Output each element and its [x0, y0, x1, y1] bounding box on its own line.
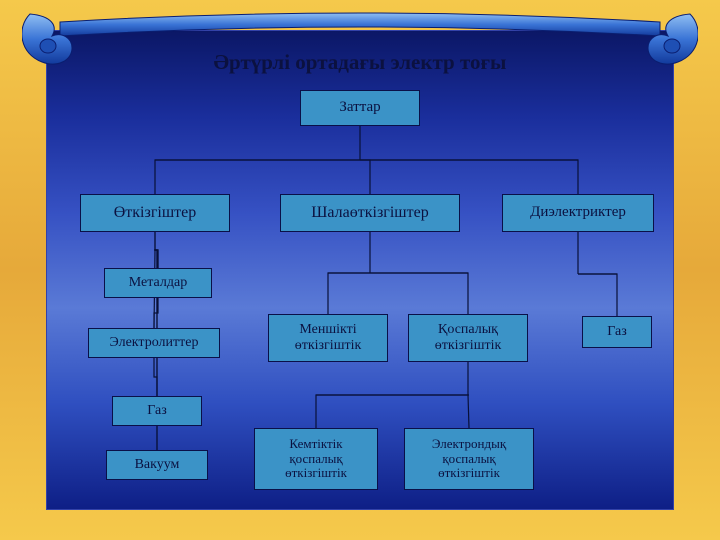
node-conductors: Өткізгіштер — [80, 194, 230, 232]
node-defect_impurity: Кемтіктік қоспалық өткізгіштік — [254, 428, 378, 490]
node-vacuum: Вакуум — [106, 450, 208, 480]
node-intrinsic: Меншікті өткізгіштік — [268, 314, 388, 362]
slide-stage: Әртүрлі ортадағы электр тоғы Заттар Өткіз… — [0, 0, 720, 540]
diagram-title: Әртүрлі ортадағы электр тоғы — [160, 50, 560, 78]
node-extrinsic: Қоспалық өткізгіштік — [408, 314, 528, 362]
node-semiconductors: Шалаөткізгіштер — [280, 194, 460, 232]
node-dielectrics: Диэлектриктер — [502, 194, 654, 232]
node-electron_impurity: Электрондық қоспалық өткізгіштік — [404, 428, 534, 490]
node-gas1: Газ — [112, 396, 202, 426]
node-gas2: Газ — [582, 316, 652, 348]
node-metals: Металдар — [104, 268, 212, 298]
node-electrolytes: Электролиттер — [88, 328, 220, 358]
node-substances: Заттар — [300, 90, 420, 126]
